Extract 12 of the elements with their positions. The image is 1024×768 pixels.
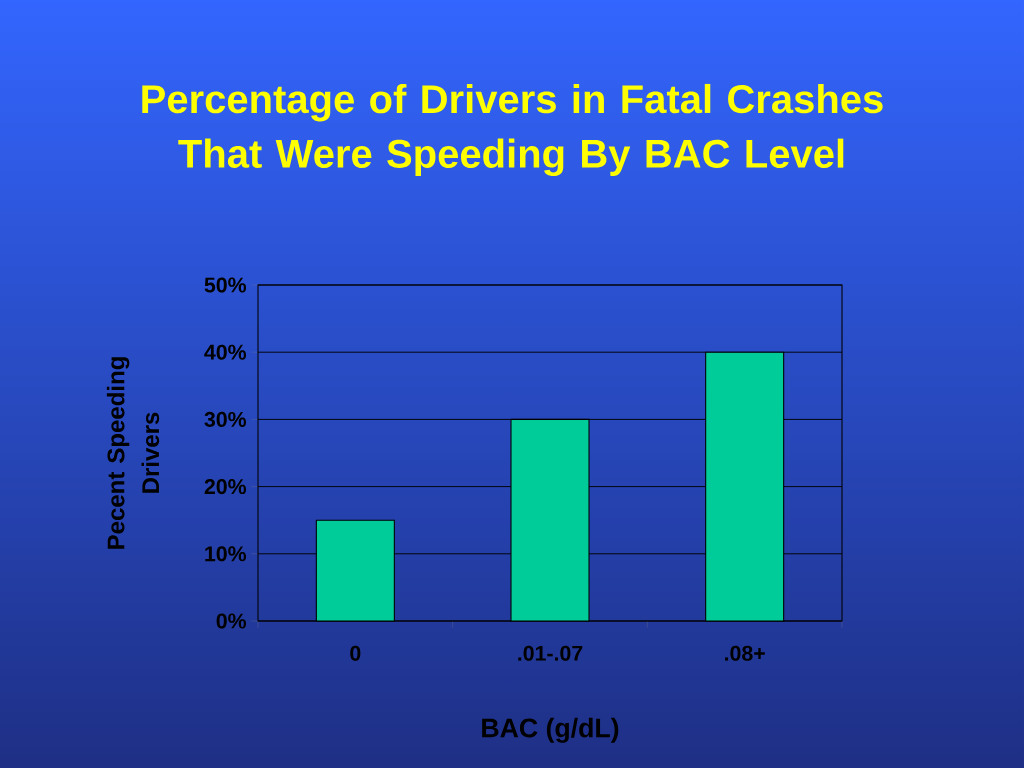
y-tick-label: 20% <box>204 479 247 495</box>
y-tick-label: 30% <box>204 411 247 427</box>
x-tick-label: .01-.07 <box>518 645 583 661</box>
x-tick-label: .08+ <box>725 645 765 661</box>
x-tick-label: 0 <box>350 645 361 661</box>
y-tick-label: 40% <box>204 344 247 360</box>
y-tick-label: 50% <box>204 277 247 293</box>
y-tick-label: 0% <box>216 613 247 629</box>
x-axis-title: BAC (g/dL) <box>482 717 619 743</box>
y-tick-label: 10% <box>205 546 247 562</box>
y-axis-title: Pecent Speeding Drivers <box>106 357 160 549</box>
chart-title: Percentage of Drivers in Fatal Crashes That Were Speeding By BAC Level <box>142 83 883 177</box>
